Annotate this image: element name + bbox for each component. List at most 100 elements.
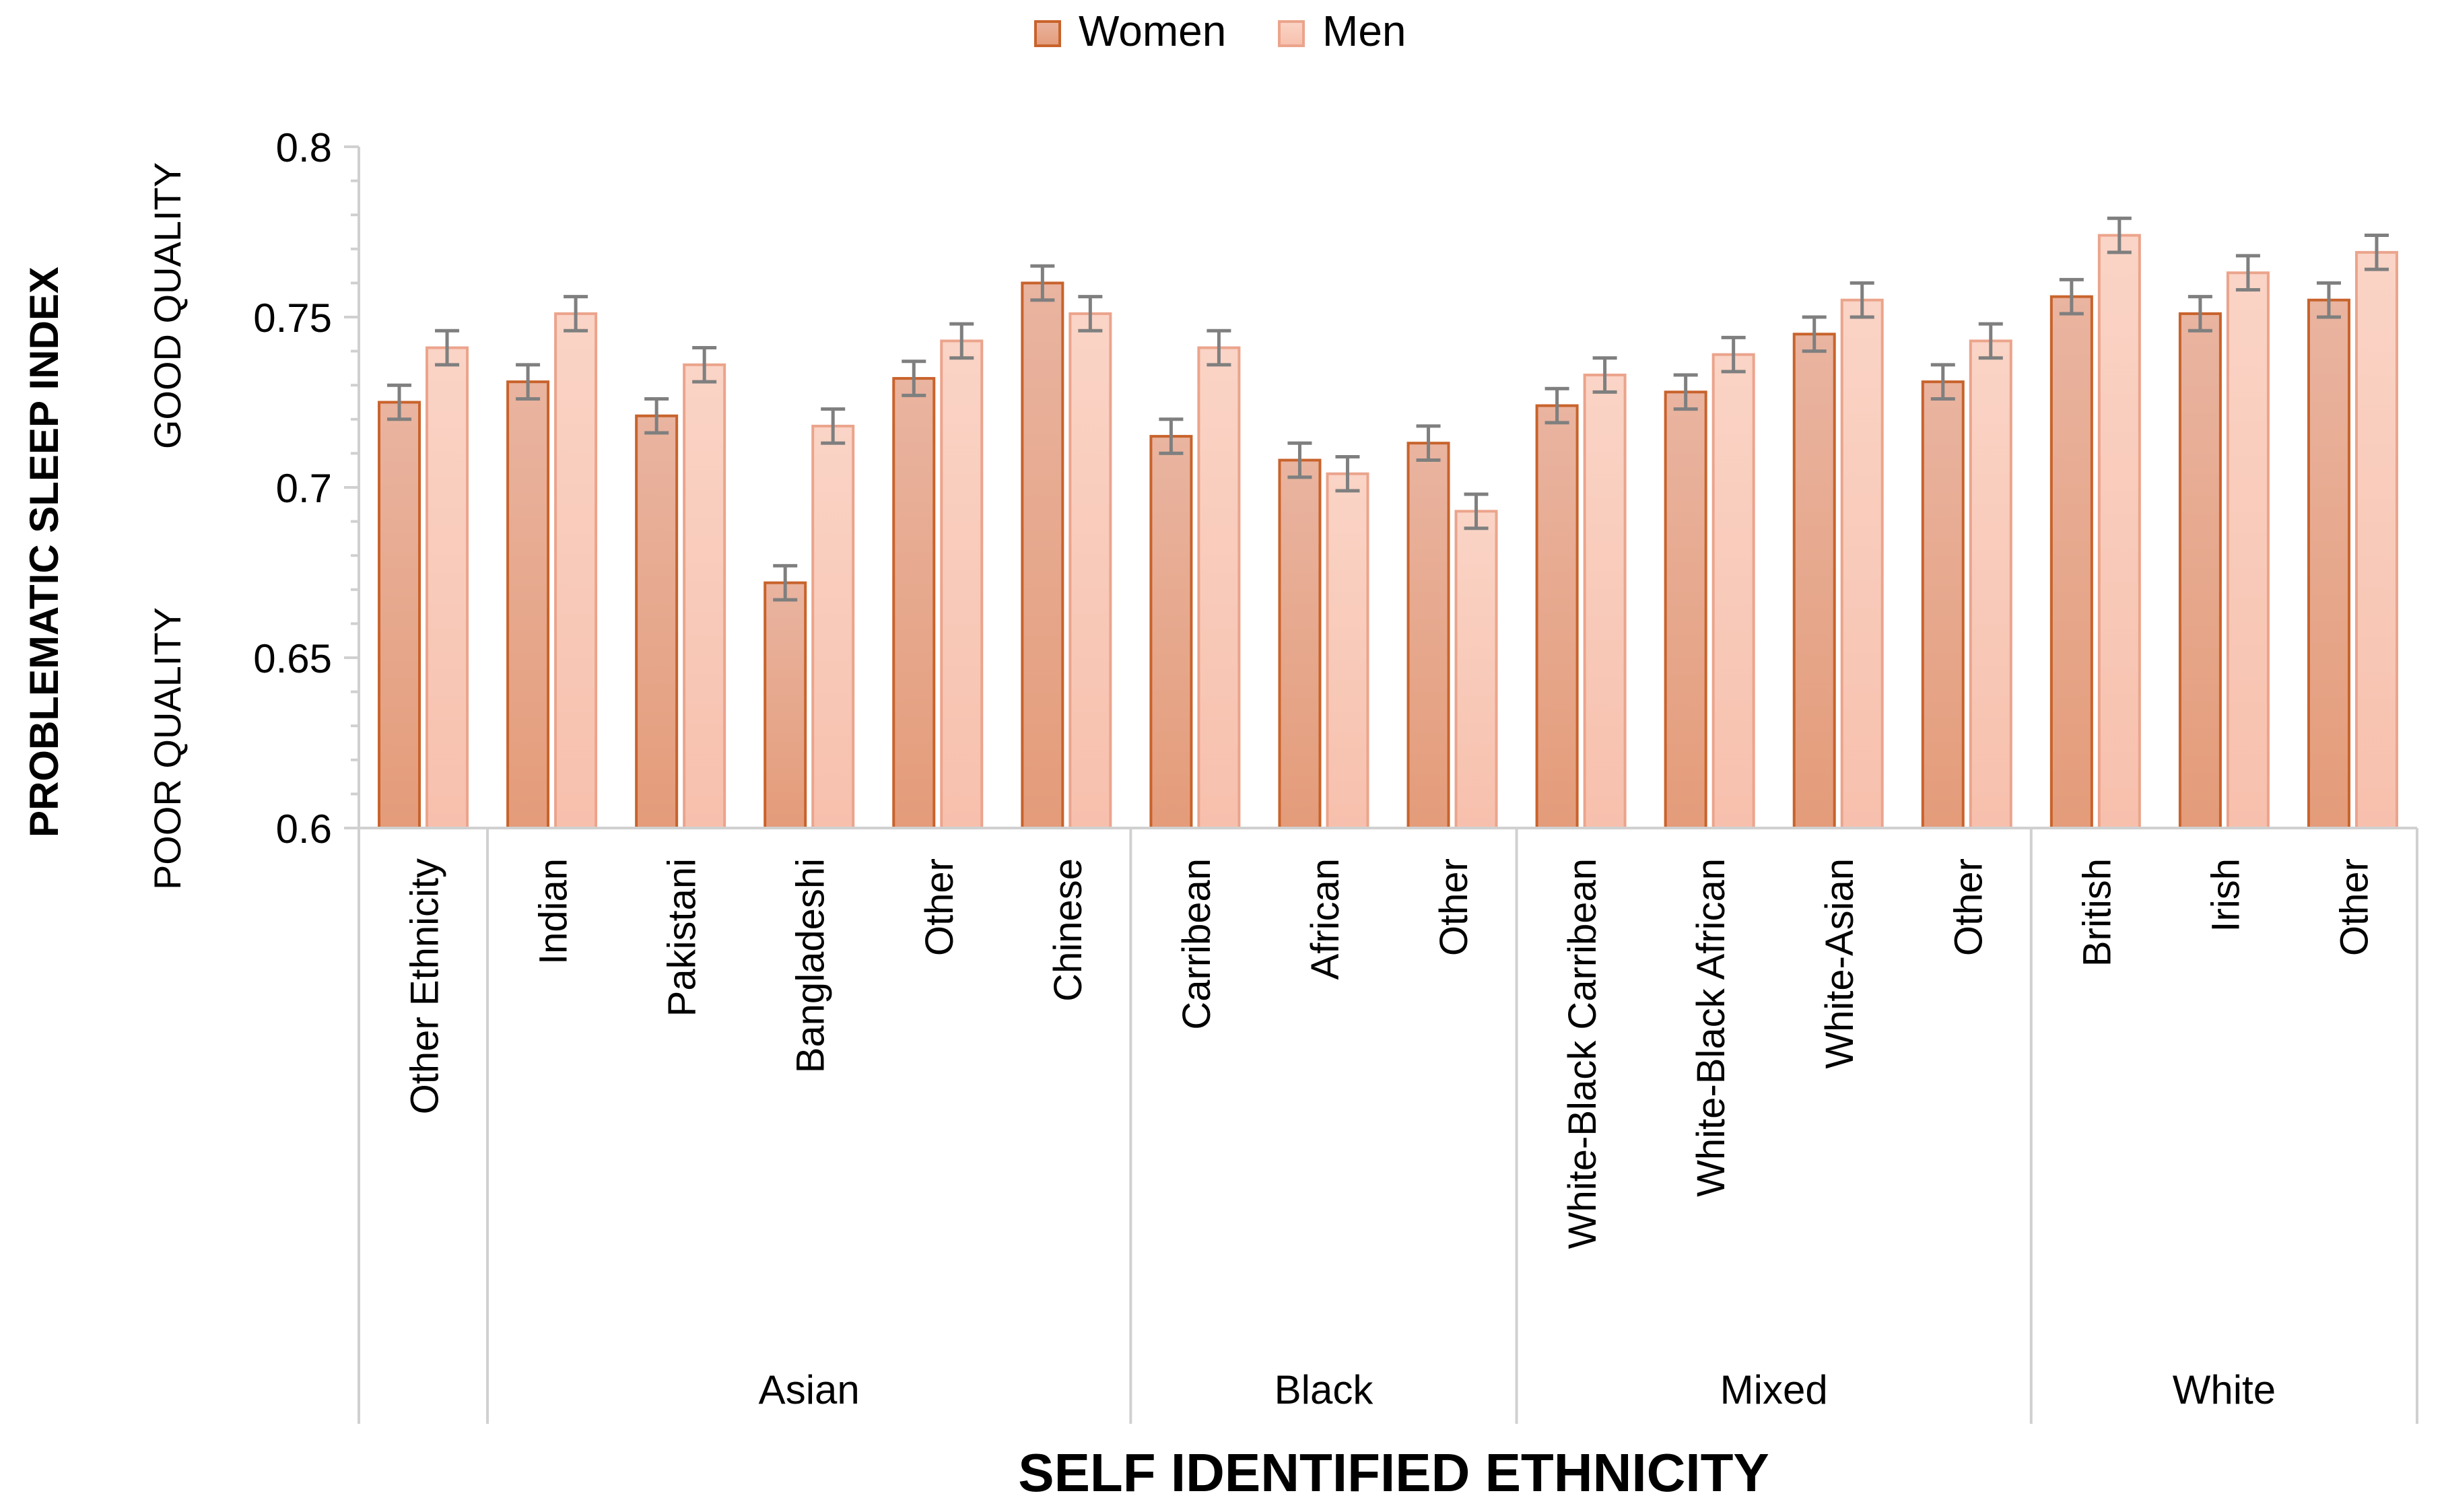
bar-women (1792, 333, 1836, 829)
bar-men (1840, 298, 1884, 829)
x-group-label: Mixed (1720, 1367, 1828, 1412)
bar-women (1278, 458, 1322, 829)
bar-men (554, 312, 598, 829)
x-group-label: White (2173, 1367, 2276, 1412)
y-annotation-poor-quality: POOR QUALITY (146, 607, 189, 890)
x-category-label: Other (1432, 858, 1476, 956)
error-bar (1078, 295, 1103, 333)
x-axis-title: SELF IDENTIFIED ETHNICITY (1018, 1443, 1769, 1503)
error-bar (2316, 281, 2341, 319)
error-bar (1464, 492, 1489, 530)
bar-men (940, 339, 984, 830)
x-category-label: White-Asian (1818, 858, 1862, 1069)
x-category-label: Pakistani (660, 858, 704, 1017)
error-bar (1159, 417, 1184, 455)
bar-men (1583, 374, 1627, 829)
error-bar (644, 397, 669, 435)
error-bar (1030, 264, 1055, 302)
legend-swatch-men (1278, 20, 1305, 47)
bar-men (1969, 339, 2012, 830)
bar-women (1664, 390, 1707, 829)
bar-men (683, 363, 726, 829)
bar-women (1535, 404, 1579, 829)
y-tick-label: 0.65 (253, 636, 332, 681)
x-category-label: African (1303, 858, 1347, 980)
bar-women (2178, 312, 2222, 829)
error-bar (2107, 216, 2132, 254)
bars (378, 216, 2398, 830)
bar-women (1021, 281, 1064, 829)
error-bar (692, 346, 717, 384)
x-category-label: White-Black African (1689, 858, 1733, 1197)
bar-men (1068, 312, 1112, 829)
error-bar (2364, 234, 2389, 271)
x-category-label: Chinese (1046, 858, 1090, 1002)
error-bar (1930, 363, 1955, 401)
bar-men (1454, 510, 1498, 829)
x-category-label: Irish (2204, 858, 2247, 932)
bar-women (2049, 295, 2093, 829)
bar-men (1326, 472, 1369, 829)
error-bar (1335, 454, 1360, 493)
error-bar (435, 329, 460, 367)
bar-men (811, 424, 855, 829)
bar-women (763, 581, 807, 829)
x-category-label: Carribean (1175, 858, 1219, 1030)
error-bar (2059, 277, 2084, 316)
y-tick-label: 0.8 (276, 125, 332, 170)
error-bar (1287, 441, 1312, 479)
bar-men (2226, 271, 2270, 830)
bar-women (2307, 298, 2350, 829)
x-category-label: Bangladeshi (789, 858, 833, 1073)
legend-label-women: Women (1079, 7, 1226, 55)
x-category-label: Other (2332, 858, 2376, 956)
bar-men (1197, 346, 1241, 829)
error-bar (2235, 254, 2260, 292)
bar-women (506, 380, 550, 829)
y-axis-title: PROBLEMATIC SLEEP INDEX (22, 267, 67, 837)
bar-men (426, 346, 469, 829)
legend: Women Men (1034, 7, 1406, 55)
y-tick-label: 0.75 (253, 296, 332, 341)
y-axis: 0.6 0.65 0.7 0.75 0.8 (253, 125, 360, 852)
bar-women (378, 401, 421, 829)
error-bar (564, 295, 588, 333)
error-bar (1673, 373, 1698, 411)
x-axis: Other Ethnicity Indian Pakistani Bangladesh… (358, 827, 2418, 1424)
y-tick-label: 0.7 (276, 466, 332, 511)
legend-swatch-women (1034, 20, 1061, 47)
bar-women (635, 414, 679, 829)
error-bar (902, 359, 926, 397)
error-bar (1978, 322, 2003, 360)
error-bar (1416, 424, 1441, 462)
error-bar (1545, 386, 1569, 425)
bar-men (2354, 250, 2398, 829)
bar-women (1149, 435, 1193, 829)
error-bar (1849, 281, 1874, 319)
bar-women (892, 377, 936, 829)
error-bar (387, 383, 412, 421)
x-group-label: Asian (759, 1367, 860, 1412)
y-tick-label: 0.6 (276, 806, 332, 852)
error-bar (2187, 295, 2212, 333)
x-category-label: White-Black Carribean (1561, 858, 1604, 1249)
bar-men (2097, 234, 2141, 829)
x-category-label: Other (918, 858, 961, 956)
error-bar (773, 563, 798, 602)
legend-label-men: Men (1322, 7, 1406, 55)
error-bar (1721, 335, 1746, 374)
error-bar (1207, 329, 1231, 367)
x-category-label: Indian (532, 858, 576, 965)
x-category-label: Other (1946, 858, 1990, 956)
y-annotation-good-quality: GOOD QUALITY (146, 162, 189, 449)
x-group-label: Black (1275, 1367, 1374, 1412)
bar-women (1406, 442, 1450, 829)
error-bar (516, 363, 541, 401)
error-bar (949, 322, 974, 360)
x-category-label: British (2075, 858, 2119, 967)
x-category-label: Other Ethnicity (403, 858, 447, 1114)
error-bar (821, 407, 846, 445)
bar-men (1711, 353, 1755, 829)
error-bar (1592, 356, 1617, 394)
